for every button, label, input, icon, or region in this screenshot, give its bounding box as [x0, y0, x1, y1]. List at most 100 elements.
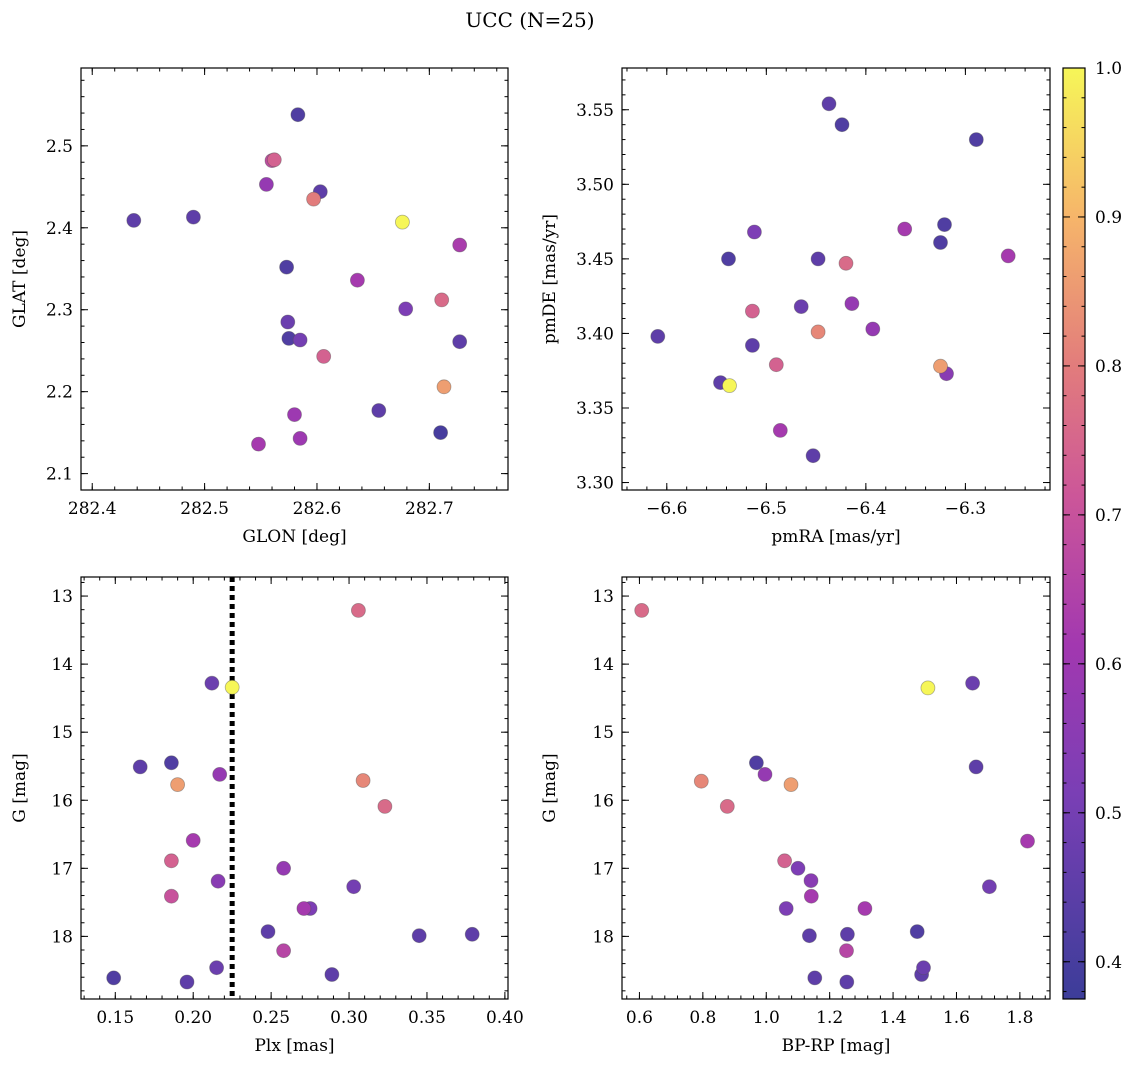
x-tick-label: 0.15 [96, 1008, 134, 1028]
data-point [937, 217, 952, 233]
x-tick-label: −6.6 [646, 499, 687, 519]
data-point [371, 403, 387, 418]
data-point [790, 860, 806, 876]
data-point [296, 901, 312, 916]
data-point [163, 888, 179, 904]
data-point [745, 303, 760, 319]
data-point [276, 860, 292, 876]
y-axis-label: pmDE [mas/yr] [540, 214, 560, 344]
data-point [693, 773, 709, 789]
colorbar: 0.4 0.5 0.6 0.7 0.8 0.9 1.0 [1062, 59, 1122, 1000]
colorbar-tick-label: 0.9 [1095, 208, 1122, 228]
x-tick-label: 282.4 [68, 499, 117, 519]
panel-1: 282.4 282.5 282.6 282.7 2.1 2.2 2.3 2.4 2.5 GLON … [10, 67, 509, 547]
data-point [968, 759, 984, 775]
y-tick-label: 2.3 [46, 301, 73, 321]
x-tick-label: 1.6 [943, 1008, 970, 1028]
y-tick-label: 3.40 [576, 324, 614, 344]
data-point [1020, 833, 1035, 849]
data-point [433, 425, 449, 441]
data-point [355, 773, 371, 788]
colorbar-tick-label: 0.4 [1095, 953, 1122, 973]
data-point [394, 214, 410, 230]
panels: 282.4 282.5 282.6 282.7 2.1 2.2 2.3 2.4 2.5 GLON … [10, 67, 1051, 1056]
data-point [292, 430, 308, 446]
y-tick-label: 14 [592, 655, 614, 675]
x-tick-label: 1.8 [1006, 1008, 1033, 1028]
data-point [722, 378, 737, 394]
y-tick-label: 16 [51, 791, 73, 811]
data-point [772, 422, 788, 438]
x-tick-label: −6.4 [845, 499, 886, 519]
y-axis-label: G [mag] [540, 753, 560, 822]
data-point [803, 888, 819, 904]
data-point [163, 755, 179, 771]
data-point [916, 960, 931, 976]
data-point [185, 833, 201, 848]
x-tick-label: 0.25 [252, 1008, 290, 1028]
data-point [844, 296, 860, 312]
data-point [834, 117, 850, 133]
data-point [324, 967, 340, 982]
y-tick-label: 18 [592, 927, 614, 947]
data-point [920, 680, 936, 696]
colorbar-frame [1062, 67, 1086, 1000]
data-point [398, 301, 414, 317]
data-point [745, 337, 760, 353]
data-point [857, 901, 873, 916]
x-tick-label: 282.5 [180, 499, 229, 519]
data-point [346, 879, 362, 895]
data-point [185, 209, 201, 225]
x-axis-label: Plx [mas] [254, 1036, 334, 1056]
x-tick-label: 1.4 [880, 1008, 907, 1028]
data-point [316, 348, 332, 364]
data-point [279, 259, 295, 275]
colorbar-gradient [1063, 68, 1085, 999]
x-tick-label: 282.6 [293, 499, 342, 519]
data-point [749, 755, 764, 771]
y-tick-label: 2.2 [46, 383, 73, 403]
y-tick-label: 3.45 [576, 250, 614, 270]
colorbar-tick-label: 0.8 [1095, 357, 1122, 377]
data-point [897, 221, 913, 237]
y-tick-label: 17 [592, 859, 614, 879]
data-point [865, 321, 881, 337]
x-tick-label: 0.35 [408, 1008, 446, 1028]
data-point [266, 152, 282, 168]
x-tick-label: 0.6 [626, 1008, 653, 1028]
figure-title: UCC (N=25) [465, 8, 594, 32]
y-tick-label: 2.4 [46, 219, 73, 239]
y-tick-label: 16 [592, 791, 614, 811]
data-point [132, 759, 148, 775]
data-point [793, 299, 809, 315]
data-point [306, 191, 322, 207]
data-point [292, 332, 308, 348]
y-tick-label: 2.1 [46, 465, 73, 485]
data-point [838, 255, 854, 271]
y-tick-label: 13 [592, 587, 614, 607]
x-axis-label: GLON [deg] [242, 527, 346, 547]
x-tick-label: 1.0 [753, 1008, 780, 1028]
data-point [768, 357, 784, 373]
data-point [204, 675, 220, 691]
y-tick-label: 3.50 [576, 175, 614, 195]
data-point [179, 974, 195, 990]
data-point [434, 292, 450, 308]
x-axis-label: pmRA [mas/yr] [771, 527, 900, 547]
data-point [170, 777, 186, 792]
data-point [280, 314, 296, 330]
y-tick-label: 3.35 [576, 399, 614, 419]
y-tick-label: 15 [51, 723, 73, 743]
data-point [805, 448, 821, 464]
x-axis-label: BP-RP [mag] [782, 1036, 891, 1056]
x-tick-label: 1.2 [816, 1008, 843, 1028]
data-point [968, 132, 984, 148]
data-point [1000, 248, 1016, 264]
x-tick-label: 0.8 [689, 1008, 716, 1028]
data-point [803, 873, 819, 888]
data-point [634, 603, 650, 618]
data-point [251, 436, 266, 452]
data-point [909, 924, 925, 939]
data-point [810, 324, 826, 340]
data-point [464, 926, 480, 942]
